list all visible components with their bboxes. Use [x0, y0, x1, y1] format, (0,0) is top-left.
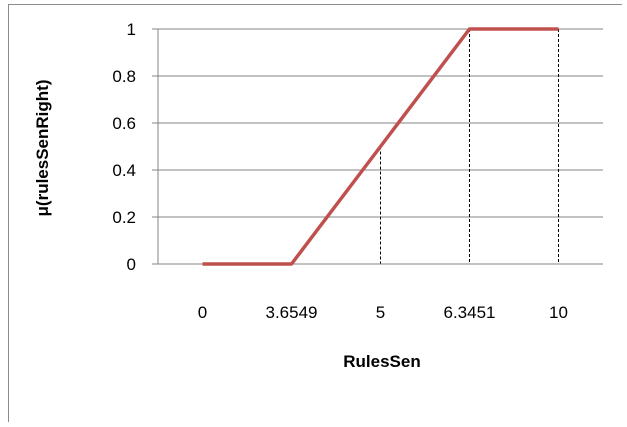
y-axis-title: μ(rulesSenRight) — [33, 80, 52, 217]
x-tick-labels: 0 3.6549 5 6.3451 10 — [198, 303, 568, 322]
y-tick-label-4: 0.8 — [112, 67, 136, 86]
drop-lines — [380, 29, 559, 264]
x-axis-title: RulesSen — [343, 352, 420, 371]
y-tick-label-2: 0.4 — [112, 161, 136, 180]
y-tick-labels: 0 0.2 0.4 0.6 0.8 1 — [112, 20, 136, 274]
y-tick-label-5: 1 — [127, 20, 136, 39]
x-tick-label-4: 10 — [549, 303, 568, 322]
chart-area-border — [8, 4, 622, 422]
series-group — [202, 27, 559, 266]
gridlines — [152, 28, 603, 265]
x-tick-label-0: 0 — [198, 303, 207, 322]
y-tick-label-1: 0.2 — [112, 208, 136, 227]
x-tick-label-3: 6.3451 — [444, 303, 496, 322]
y-tick-label-3: 0.6 — [112, 114, 136, 133]
x-tick-label-2: 5 — [376, 303, 385, 322]
y-tick-label-0: 0 — [127, 255, 136, 274]
x-tick-label-1: 3.6549 — [266, 303, 318, 322]
